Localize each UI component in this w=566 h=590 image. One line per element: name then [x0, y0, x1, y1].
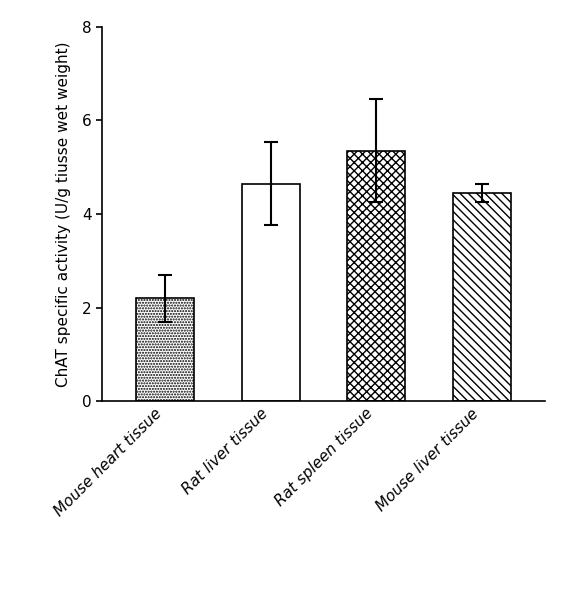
Bar: [242, 183, 300, 401]
Bar: [136, 299, 194, 401]
Bar: [348, 151, 405, 401]
Y-axis label: ChAT specific activity (U/g tiusse wet weight): ChAT specific activity (U/g tiusse wet w…: [55, 41, 71, 387]
Bar: [453, 193, 511, 401]
